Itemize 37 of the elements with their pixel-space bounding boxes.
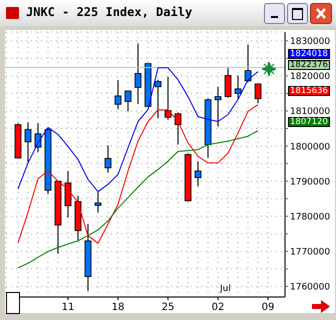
candlestick xyxy=(224,66,232,98)
y-tick-label: 1790000 xyxy=(290,177,330,188)
y-tick-label: 1760000 xyxy=(290,282,330,293)
y-tick-label: 1820000 xyxy=(290,72,330,82)
x-tick-label: 09 xyxy=(262,302,274,313)
text: 1807120 xyxy=(288,116,330,127)
annotation: Jul xyxy=(220,284,231,294)
ref-line-label: 1822376 xyxy=(288,60,330,70)
line-series xyxy=(18,104,258,244)
candlestick xyxy=(104,144,112,174)
candlestick xyxy=(94,191,102,213)
x-tick-label: 11 xyxy=(62,302,74,313)
candlestick xyxy=(24,122,32,164)
y-tick-label: 1810000 xyxy=(290,107,330,118)
y-tick-label: 1780000 xyxy=(290,212,330,222)
candlestick xyxy=(194,160,202,187)
candlestick xyxy=(234,75,242,100)
x-tick-label: 25 xyxy=(162,302,174,313)
candlestick xyxy=(214,86,222,127)
candlestick xyxy=(244,44,252,82)
y-tick-label: 1800000 xyxy=(290,142,330,152)
candlestick xyxy=(124,90,132,112)
x-tick-label: 18 xyxy=(112,302,124,313)
y-tick-label: 1770000 xyxy=(290,248,330,258)
chart-title: JNKC - 225 Index, Daily xyxy=(26,5,192,19)
candlestick xyxy=(64,170,72,218)
candlestick xyxy=(134,43,142,104)
candlestick xyxy=(34,122,42,153)
y-tick-label: 1830000 xyxy=(290,36,330,47)
line-series xyxy=(18,130,258,268)
text: 1815636 xyxy=(288,86,330,96)
candlestick xyxy=(174,112,182,146)
candlestick xyxy=(154,79,162,119)
candlestick xyxy=(114,80,122,110)
line-series xyxy=(18,67,258,192)
x-tick-label: 02 xyxy=(212,302,224,313)
text: 1824018 xyxy=(288,48,330,59)
